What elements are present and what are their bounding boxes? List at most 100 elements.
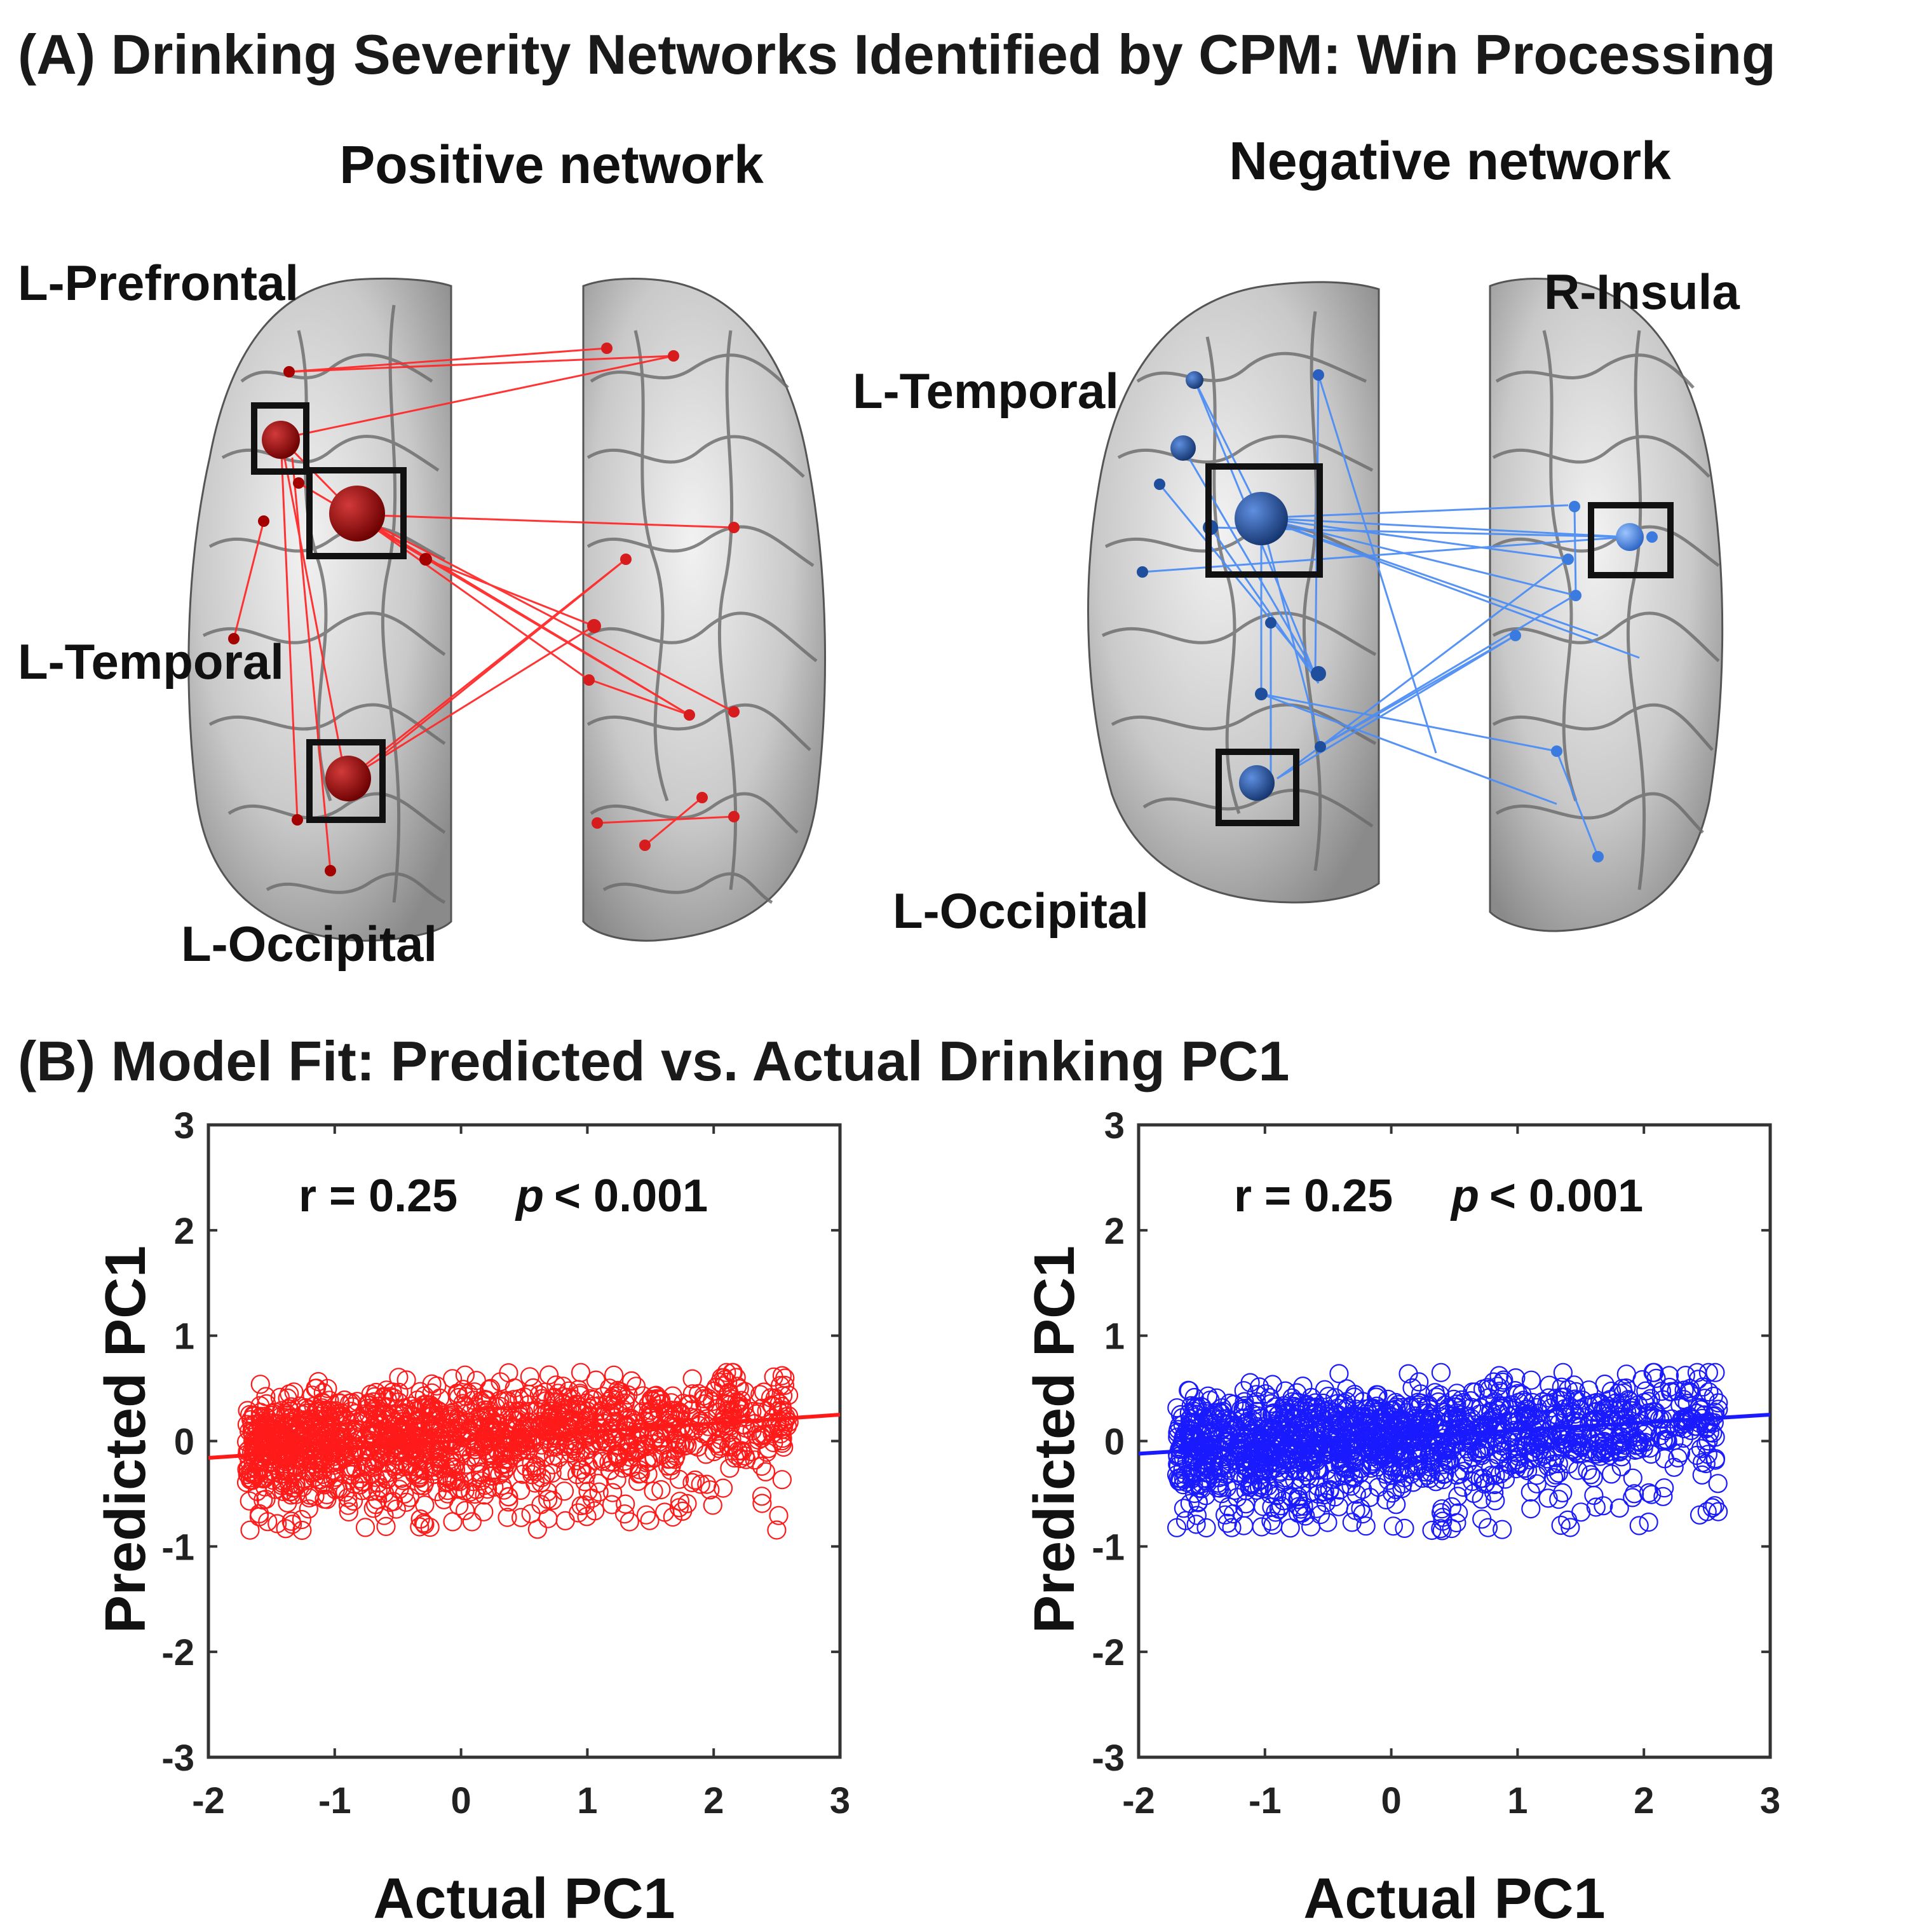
data-point	[1568, 1444, 1588, 1464]
data-point	[1422, 1520, 1442, 1541]
data-point	[1705, 1363, 1725, 1382]
data-point	[531, 1495, 551, 1514]
data-point	[237, 1415, 257, 1434]
positive-node	[592, 817, 603, 829]
negative-nodes	[1137, 369, 1658, 862]
data-point	[1196, 1436, 1217, 1456]
negative-right-hemisphere	[1489, 277, 1724, 932]
data-point	[1223, 1504, 1243, 1524]
y-tick-label: 3	[174, 1105, 194, 1146]
data-point	[1688, 1370, 1708, 1389]
data-point	[1668, 1448, 1688, 1467]
data-point	[1317, 1401, 1336, 1421]
data-point	[1641, 1389, 1660, 1408]
data-point	[1636, 1432, 1655, 1452]
data-point	[498, 1507, 517, 1527]
negative-left-hemisphere	[1087, 281, 1380, 904]
data-point	[1523, 1406, 1543, 1426]
data-point	[456, 1455, 477, 1474]
data-point	[511, 1507, 531, 1527]
data-point	[1704, 1413, 1724, 1432]
positive-node	[583, 674, 595, 686]
positive-right-gyri	[586, 330, 818, 904]
positive-node	[329, 486, 385, 541]
data-point	[269, 1426, 289, 1446]
data-point	[490, 1396, 510, 1417]
data-point	[1661, 1382, 1681, 1402]
data-point	[278, 1405, 298, 1425]
data-point	[1360, 1488, 1380, 1507]
data-point	[1639, 1513, 1658, 1532]
negative-node	[1569, 501, 1580, 512]
data-point	[374, 1388, 393, 1408]
positive-node	[728, 811, 740, 822]
data-point	[1435, 1403, 1454, 1422]
x-tick-label: -2	[1122, 1780, 1155, 1821]
data-point	[1287, 1408, 1306, 1427]
data-point	[1215, 1505, 1235, 1525]
data-point	[1489, 1382, 1510, 1401]
data-point	[720, 1459, 740, 1478]
negative-network-title: Negative network	[1229, 131, 1671, 191]
data-point	[589, 1482, 609, 1502]
positive-highlight-boxes	[251, 402, 407, 823]
data-point	[1346, 1399, 1366, 1419]
data-point	[772, 1396, 792, 1417]
occipital-box	[306, 739, 386, 823]
data-point	[452, 1415, 473, 1434]
data-point	[1433, 1455, 1453, 1474]
data-point	[1187, 1506, 1207, 1525]
data-point	[1275, 1420, 1294, 1439]
negative-right-gyri	[1492, 330, 1720, 890]
data-point	[1581, 1465, 1601, 1485]
data-point	[616, 1494, 635, 1514]
data-point	[1395, 1518, 1414, 1538]
data-point	[1493, 1372, 1513, 1392]
data-point	[1551, 1515, 1571, 1535]
data-point	[1548, 1454, 1568, 1474]
data-point	[586, 1370, 606, 1390]
x-ticks: -2 -1 0 1 2 3	[1122, 1125, 1780, 1821]
data-point	[1562, 1433, 1582, 1453]
data-point	[1527, 1466, 1547, 1485]
data-point	[484, 1422, 504, 1442]
data-point	[718, 1372, 738, 1392]
data-point	[585, 1501, 605, 1521]
data-point	[263, 1404, 283, 1424]
positive-node	[601, 343, 613, 354]
data-point	[443, 1512, 463, 1532]
data-point	[1426, 1472, 1446, 1492]
y-tick-label: 2	[174, 1211, 194, 1252]
positive-node	[684, 709, 695, 721]
data-point	[1579, 1396, 1599, 1415]
data-point	[1378, 1389, 1398, 1409]
data-point	[1453, 1450, 1473, 1470]
data-point	[497, 1457, 517, 1477]
positive-node	[419, 553, 432, 566]
data-point	[628, 1471, 648, 1491]
x-ticks: -2 -1 0 1 2 3	[192, 1125, 850, 1821]
data-point	[1564, 1375, 1584, 1395]
data-point	[238, 1459, 258, 1479]
positive-node	[292, 814, 303, 826]
data-point	[240, 1520, 260, 1540]
data-point	[674, 1394, 693, 1413]
data-point	[755, 1462, 776, 1481]
data-point	[1578, 1460, 1597, 1480]
data-point	[386, 1499, 406, 1519]
x-tick-label: 1	[1507, 1780, 1527, 1821]
data-point	[1565, 1389, 1585, 1409]
data-point	[1611, 1457, 1631, 1476]
data-point	[1252, 1453, 1272, 1473]
data-point	[1177, 1420, 1197, 1439]
data-point	[1674, 1428, 1693, 1448]
negative-node	[1239, 765, 1275, 801]
data-point	[608, 1386, 628, 1406]
fit-line	[208, 1413, 841, 1460]
data-point	[775, 1375, 795, 1395]
data-point	[1458, 1453, 1477, 1473]
data-point	[455, 1500, 475, 1520]
data-point	[449, 1480, 469, 1499]
y-tick-label: -2	[1092, 1632, 1125, 1673]
